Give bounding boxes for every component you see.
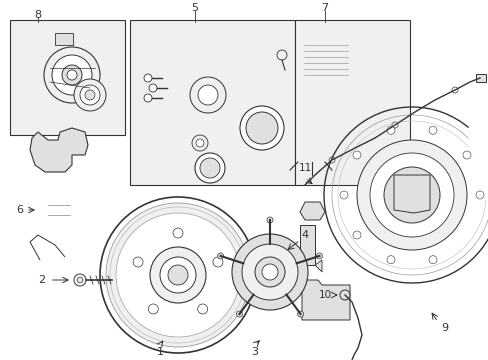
Bar [10,20,125,135]
Circle shape [148,304,158,314]
Polygon shape [393,175,429,213]
Bar [55,33,73,45]
Polygon shape [299,225,314,265]
Text: 2: 2 [39,275,45,285]
Circle shape [369,153,453,237]
Circle shape [254,257,285,287]
Circle shape [143,94,152,102]
Text: 3: 3 [251,347,258,357]
Circle shape [391,122,397,128]
Bar [130,20,294,185]
Circle shape [231,234,307,310]
Circle shape [173,228,183,238]
Circle shape [352,231,360,239]
Circle shape [62,65,82,85]
Circle shape [451,87,457,93]
Circle shape [266,217,272,223]
Circle shape [356,140,466,250]
Text: 6: 6 [17,205,23,215]
Circle shape [475,191,483,199]
Circle shape [383,167,439,223]
Circle shape [67,70,77,80]
Circle shape [236,311,242,317]
Circle shape [428,126,436,134]
Bar [294,20,409,185]
Circle shape [386,126,394,134]
Circle shape [100,197,256,353]
Circle shape [352,151,360,159]
Circle shape [328,157,334,163]
Circle shape [196,139,203,147]
Circle shape [192,135,207,151]
Circle shape [242,244,297,300]
Polygon shape [287,260,295,272]
Circle shape [428,256,436,264]
Circle shape [462,151,470,159]
Circle shape [168,265,187,285]
Circle shape [77,277,83,283]
Circle shape [133,257,143,267]
Text: 10: 10 [318,290,331,300]
Circle shape [74,274,86,286]
Circle shape [212,257,223,267]
Polygon shape [314,260,321,272]
Circle shape [44,47,100,103]
Circle shape [190,77,225,113]
Circle shape [116,213,240,337]
Circle shape [217,253,223,259]
Polygon shape [30,128,88,172]
Circle shape [200,158,220,178]
Circle shape [297,311,303,317]
Circle shape [149,84,157,92]
Circle shape [240,106,284,150]
Circle shape [262,264,278,280]
Text: 11: 11 [298,163,311,173]
Circle shape [195,153,224,183]
Circle shape [198,85,218,105]
Text: 4: 4 [301,230,308,240]
Circle shape [80,85,100,105]
Polygon shape [299,202,325,220]
Circle shape [276,50,286,60]
Circle shape [106,203,249,347]
Circle shape [160,257,196,293]
Circle shape [316,253,322,259]
Circle shape [386,256,394,264]
Circle shape [85,90,95,100]
Text: 5: 5 [191,3,198,13]
Polygon shape [168,230,240,288]
Polygon shape [172,205,224,235]
Text: 1: 1 [156,347,163,357]
Circle shape [52,55,92,95]
Circle shape [197,304,207,314]
Circle shape [395,179,427,211]
Text: 7: 7 [321,3,328,13]
Circle shape [110,207,245,343]
Text: 8: 8 [34,10,41,20]
Circle shape [150,247,205,303]
Circle shape [245,112,278,144]
Bar [475,74,485,82]
Circle shape [339,290,349,300]
Circle shape [339,191,347,199]
Circle shape [143,74,152,82]
Circle shape [74,79,106,111]
Polygon shape [302,280,349,320]
Text: 9: 9 [441,323,447,333]
